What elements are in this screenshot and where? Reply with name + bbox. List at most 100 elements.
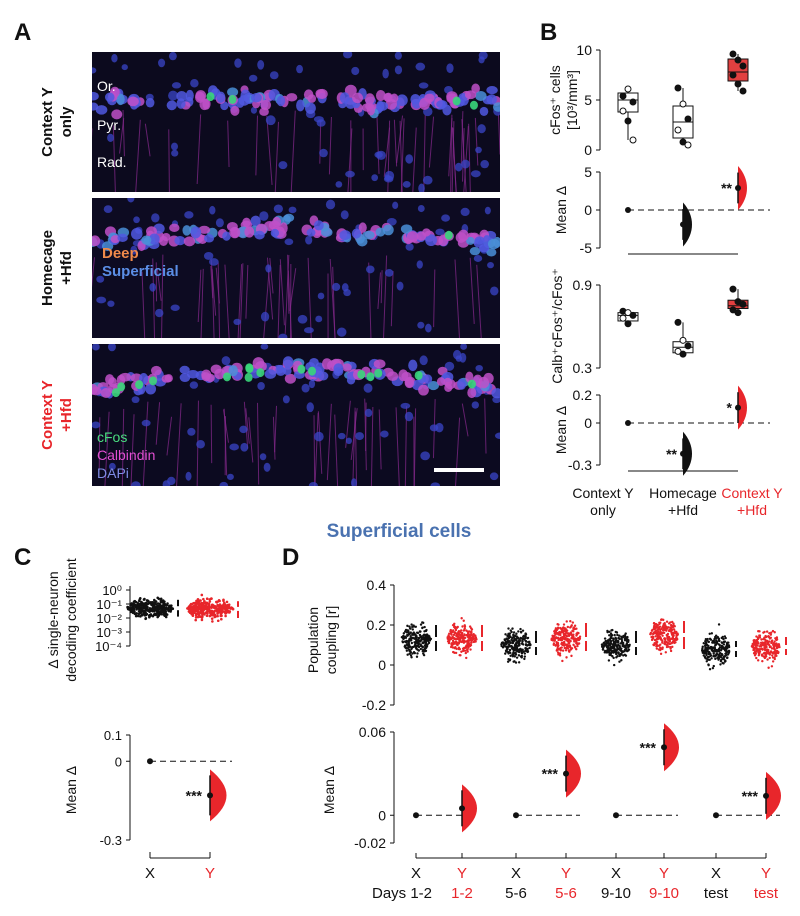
mean-point: [735, 404, 741, 411]
cfos-cell: [452, 96, 461, 106]
nucleus: [296, 64, 303, 74]
neuron-point: [570, 637, 573, 640]
nucleus: [158, 58, 166, 68]
y-tick-label: -5: [580, 240, 593, 256]
neuron-point: [161, 604, 165, 608]
neuron-point: [655, 637, 658, 641]
nucleus: [263, 462, 271, 472]
neuron-point: [627, 645, 631, 648]
neuron-point: [706, 655, 710, 659]
neuron-point: [610, 629, 613, 632]
nucleus: [257, 382, 265, 391]
neuron-point: [764, 640, 767, 644]
neuron-point: [139, 608, 143, 611]
pyramidal-cell: [242, 217, 251, 227]
neuron-point: [407, 630, 410, 633]
neuron-point: [425, 628, 428, 632]
neuron-point: [770, 647, 774, 650]
neuron-point: [513, 660, 516, 663]
neuron-point: [508, 648, 512, 652]
neuron-point: [615, 652, 618, 656]
nucleus: [405, 243, 414, 251]
y-tick-label: -0.02: [354, 835, 386, 851]
neuron-point: [664, 625, 667, 628]
pyramidal-cell: [179, 365, 190, 374]
neuron-point: [707, 647, 711, 650]
neuron-point: [724, 659, 727, 662]
pyramidal-cell: [351, 228, 362, 239]
cfos-cell: [228, 94, 237, 104]
neuron-point: [607, 659, 611, 662]
nucleus: [417, 321, 425, 329]
neuron-point: [560, 639, 564, 642]
data-point: [619, 107, 627, 115]
neuron-point: [513, 655, 516, 658]
y-tick-label: 0.4: [367, 577, 387, 593]
neuron-point: [527, 640, 530, 644]
nucleus: [92, 421, 101, 429]
nucleus: [259, 211, 269, 221]
neuron-point: [201, 615, 204, 618]
pyramidal-cell: [305, 102, 316, 114]
neuron-point: [156, 615, 159, 619]
nucleus: [103, 205, 113, 213]
neuron-point: [507, 632, 510, 635]
cfos-cell: [308, 366, 317, 376]
nucleus: [297, 314, 308, 324]
y-axis-label: Mean Δ: [321, 766, 337, 814]
nucleus: [260, 344, 269, 350]
group-sublabel: 1-2: [451, 885, 473, 902]
neuron-point: [719, 659, 723, 663]
neuron-point: [726, 653, 730, 656]
pyramidal-cell: [387, 371, 399, 381]
pyramidal-cell: [466, 236, 475, 245]
nucleus: [209, 205, 216, 215]
neuron-point: [455, 647, 458, 651]
neuron-point: [706, 637, 709, 641]
neuron-point: [462, 649, 465, 653]
neuron-point: [775, 638, 778, 642]
nucleus: [221, 356, 231, 366]
neuron-point: [199, 610, 202, 614]
neuron-point: [200, 593, 204, 597]
neuron-point: [572, 633, 575, 636]
neuron-point: [657, 648, 661, 651]
neuron-point: [517, 642, 521, 645]
calbindin-fiber: [368, 262, 372, 338]
neuron-point: [608, 634, 611, 637]
neuron-point: [725, 643, 729, 646]
neuron-point: [613, 633, 616, 637]
neuron-point: [503, 642, 506, 645]
cfos-box-plot: 0 5 10: [576, 42, 749, 158]
neuron-point: [200, 618, 204, 622]
calbindin-fiber: [224, 264, 230, 338]
pyramidal-cell: [339, 92, 350, 104]
cfos-cell: [206, 92, 215, 102]
neuron-point: [617, 651, 620, 654]
pyramidal-cell: [250, 93, 262, 103]
sublayer-label-deep: Deep: [102, 245, 139, 262]
neuron-point: [504, 645, 508, 648]
neuron-point: [707, 640, 711, 644]
pyramidal-cell: [492, 102, 500, 112]
pyramidal-cell: [111, 109, 123, 120]
neuron-point: [721, 657, 724, 661]
y-axis-label-line: decoding coefficient: [63, 558, 79, 682]
neuron-point: [704, 639, 707, 643]
pyramidal-cell: [240, 89, 251, 102]
neuron-point: [222, 599, 225, 603]
nucleus: [425, 323, 432, 333]
group-label: Y: [761, 865, 771, 882]
neuron-point: [754, 646, 757, 649]
mean-point: [763, 792, 769, 799]
neuron-point: [605, 643, 608, 646]
group-label-line: only: [590, 502, 616, 518]
neuron-point: [466, 633, 470, 636]
nucleus: [92, 344, 100, 351]
calbindin-fiber: [474, 117, 479, 166]
neuron-point: [572, 638, 576, 641]
neuron-point: [561, 659, 564, 663]
mean-point: [735, 184, 741, 191]
group-sublabel: 5-6: [505, 885, 527, 902]
nucleus: [131, 396, 140, 404]
